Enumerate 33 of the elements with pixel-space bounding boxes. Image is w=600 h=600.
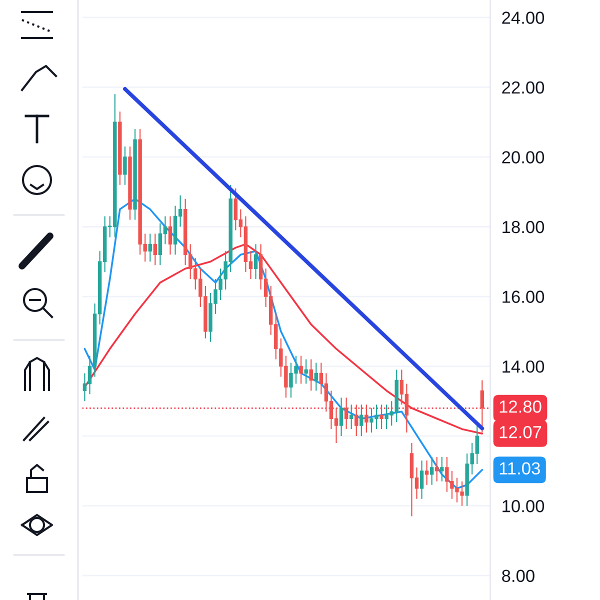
data-label: 11.03 (500, 462, 540, 475)
candlestick (123, 146, 127, 186)
candlestick (420, 460, 424, 500)
candlestick (304, 358, 308, 384)
candlestick (424, 460, 429, 486)
candlestick (380, 404, 384, 430)
y-tick-label: 24.00 (502, 12, 544, 24)
candlestick (339, 397, 344, 437)
candlestick (430, 456, 434, 486)
data-label: 12.07 (500, 426, 542, 438)
y-tick-label: 18.00 (502, 220, 544, 234)
candlestick (360, 404, 364, 437)
candlestick (480, 380, 484, 434)
candlestick (148, 233, 152, 262)
candlestick (435, 456, 439, 482)
candlestick (349, 404, 354, 430)
candlestick (314, 362, 318, 392)
y-tick-label: 22.00 (502, 81, 544, 94)
candlestick (168, 216, 172, 256)
candlestick (344, 397, 348, 430)
candlestick (299, 355, 303, 384)
ref-line-label: 12.80 (500, 400, 542, 413)
y-tick-label: 20.00 (502, 151, 544, 164)
y-tick-label: 14.00 (502, 360, 544, 373)
candlestick (309, 358, 313, 392)
candlestick (254, 244, 258, 280)
candlestick (440, 456, 444, 482)
candlestick (364, 404, 368, 434)
y-tick-label: 10.00 (502, 500, 544, 512)
candlestick (354, 404, 358, 437)
y-tick-label: 8.00 (502, 570, 534, 582)
y-tick-label: 16.00 (502, 290, 544, 303)
candlestick (153, 233, 158, 266)
